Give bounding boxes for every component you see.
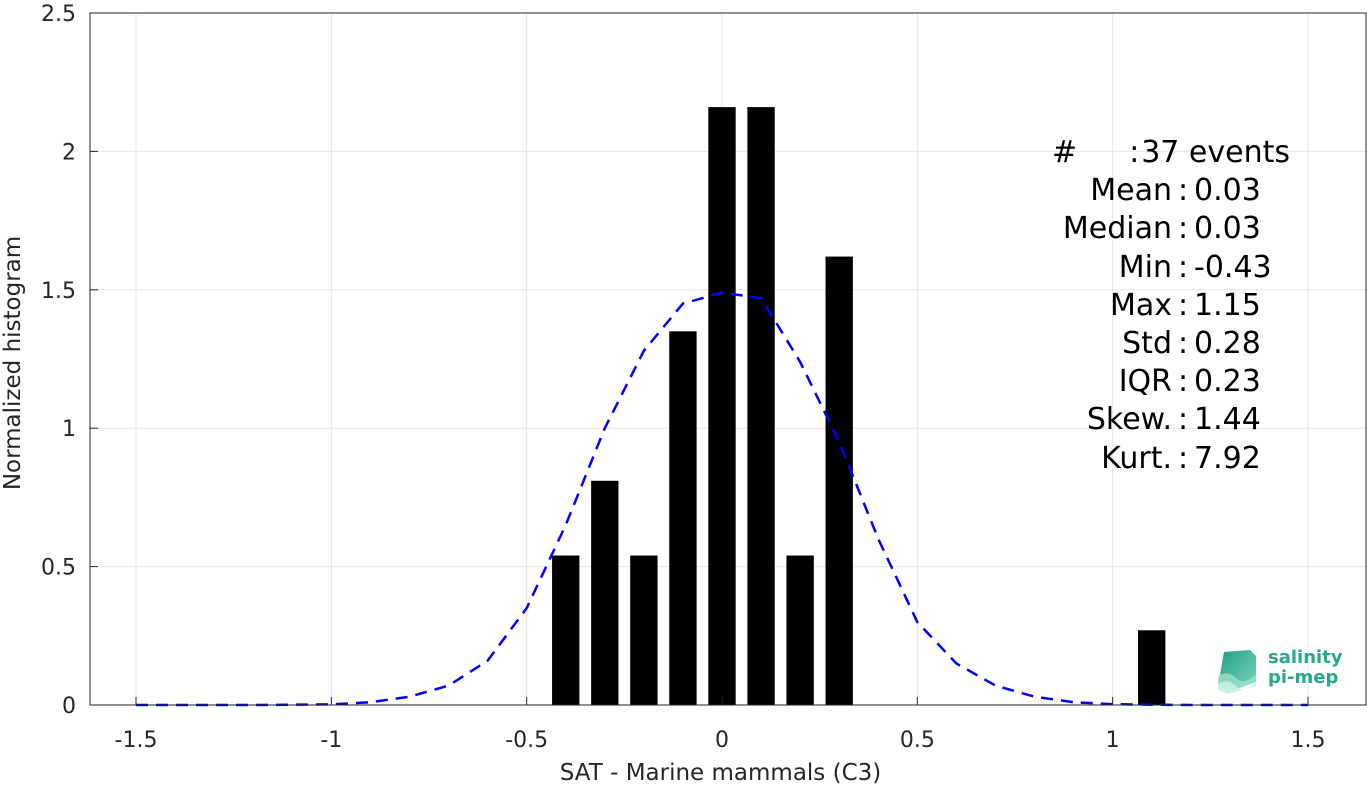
x-tick-label: -0.5 xyxy=(505,728,548,753)
stat-value: 1.15 xyxy=(1194,287,1261,323)
stat-separator: : xyxy=(1177,364,1189,400)
x-tick-label: 0.5 xyxy=(900,728,935,753)
x-tick-label: -1 xyxy=(320,728,342,753)
stat-row: Median:0.03 xyxy=(1030,210,1290,248)
stat-key: Skew. xyxy=(1086,402,1172,438)
stat-row: IQR:0.23 xyxy=(1030,363,1290,401)
y-tick-label: 0 xyxy=(62,694,76,719)
logo-line-1: salinity xyxy=(1268,647,1343,668)
stat-row: Min: -0.43 xyxy=(1030,249,1290,287)
y-tick-label: 1.5 xyxy=(41,279,76,304)
stat-key: IQR xyxy=(1118,364,1172,400)
stat-separator: : xyxy=(1177,249,1189,285)
stat-row: Skew.:1.44 xyxy=(1030,401,1290,439)
y-tick-label: 1 xyxy=(62,417,76,442)
stat-key: Kurt. xyxy=(1101,440,1172,476)
stat-separator: : xyxy=(1129,135,1140,170)
histogram-bar xyxy=(552,555,580,705)
x-tick-label: 0 xyxy=(715,728,729,753)
histogram-bar xyxy=(1138,630,1166,705)
histogram-bar xyxy=(786,555,814,705)
stat-value: 0.23 xyxy=(1194,364,1261,400)
stat-separator: : xyxy=(1177,211,1189,247)
stat-row: Mean:0.03 xyxy=(1030,172,1290,210)
stat-separator: : xyxy=(1177,173,1189,209)
stat-separator: : xyxy=(1177,326,1189,362)
x-tick-label: 1 xyxy=(1106,728,1120,753)
stat-value: 7.92 xyxy=(1194,440,1261,476)
y-tick-label: 2.5 xyxy=(41,2,76,27)
stat-key: Max xyxy=(1109,287,1172,323)
logo-line-2: pi-mep xyxy=(1268,667,1339,688)
stat-key: Min xyxy=(1118,249,1172,285)
stat-key: Median xyxy=(1062,211,1172,247)
stat-key: # xyxy=(1052,135,1078,170)
stat-separator: : xyxy=(1177,440,1189,476)
stat-value: -0.43 xyxy=(1194,249,1272,285)
stat-value: 0.03 xyxy=(1194,173,1261,209)
y-tick-label: 2 xyxy=(62,140,76,165)
x-axis-label: SAT - Marine mammals (C3) xyxy=(560,760,882,785)
stat-value: 0.03 xyxy=(1194,211,1261,247)
histogram-bar xyxy=(825,256,853,705)
wave-logo-icon xyxy=(1218,650,1256,694)
histogram-bar xyxy=(747,107,775,705)
stat-row: Kurt.:7.92 xyxy=(1030,440,1290,478)
stat-value: 1.44 xyxy=(1194,402,1261,438)
histogram-bars xyxy=(552,107,1166,705)
stat-separator: : xyxy=(1177,402,1189,438)
stat-row: Max:1.15 xyxy=(1030,287,1290,325)
x-tick-label: 1.5 xyxy=(1291,728,1326,753)
stat-value: 37 events xyxy=(1141,135,1290,170)
salinity-pimep-logo: salinity pi-mep xyxy=(1216,646,1346,696)
axis-ticks: -1.5 -1 -0.5 0 0.5 1 1.5 0 0.5 1 1.5 2 2.5 xyxy=(41,2,1326,753)
x-tick-label: -1.5 xyxy=(115,728,158,753)
y-axis-label: Normalized histogram xyxy=(0,236,26,490)
stat-row: Std:0.28 xyxy=(1030,325,1290,363)
statistics-panel: #:37 events Mean:0.03 Median:0.03 Min: -0.43… xyxy=(1030,134,1290,478)
histogram-bar xyxy=(669,331,697,705)
stat-separator: : xyxy=(1177,287,1189,323)
histogram-bar xyxy=(591,480,619,705)
axes-box xyxy=(89,12,1367,706)
histogram-bar xyxy=(630,555,658,705)
stat-row: #:37 events xyxy=(1030,134,1290,172)
y-tick-label: 0.5 xyxy=(41,556,76,581)
stat-key: Mean xyxy=(1090,173,1172,209)
histogram-bar xyxy=(708,107,736,705)
stat-key: Std xyxy=(1122,326,1172,362)
stat-value: 0.28 xyxy=(1194,326,1261,362)
